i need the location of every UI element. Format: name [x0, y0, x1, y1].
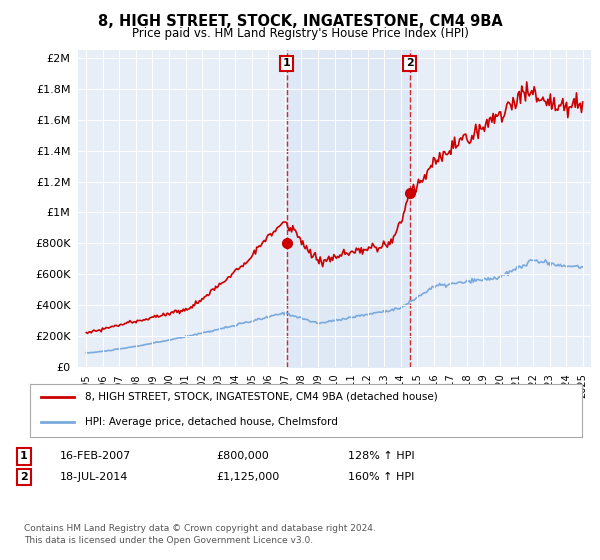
Text: 2: 2 — [20, 472, 28, 482]
Text: Price paid vs. HM Land Registry's House Price Index (HPI): Price paid vs. HM Land Registry's House … — [131, 27, 469, 40]
Text: 1: 1 — [20, 451, 28, 461]
Text: £1,125,000: £1,125,000 — [216, 472, 279, 482]
Text: 8, HIGH STREET, STOCK, INGATESTONE, CM4 9BA: 8, HIGH STREET, STOCK, INGATESTONE, CM4 … — [98, 14, 502, 29]
Text: 1: 1 — [283, 58, 291, 68]
Text: 16-FEB-2007: 16-FEB-2007 — [60, 451, 131, 461]
Text: 8, HIGH STREET, STOCK, INGATESTONE, CM4 9BA (detached house): 8, HIGH STREET, STOCK, INGATESTONE, CM4 … — [85, 392, 438, 402]
Text: £800,000: £800,000 — [216, 451, 269, 461]
Text: 128% ↑ HPI: 128% ↑ HPI — [348, 451, 415, 461]
Text: 18-JUL-2014: 18-JUL-2014 — [60, 472, 128, 482]
Text: HPI: Average price, detached house, Chelmsford: HPI: Average price, detached house, Chel… — [85, 417, 338, 427]
Text: Contains HM Land Registry data © Crown copyright and database right 2024.
This d: Contains HM Land Registry data © Crown c… — [24, 524, 376, 545]
Text: 160% ↑ HPI: 160% ↑ HPI — [348, 472, 415, 482]
Text: 2: 2 — [406, 58, 413, 68]
